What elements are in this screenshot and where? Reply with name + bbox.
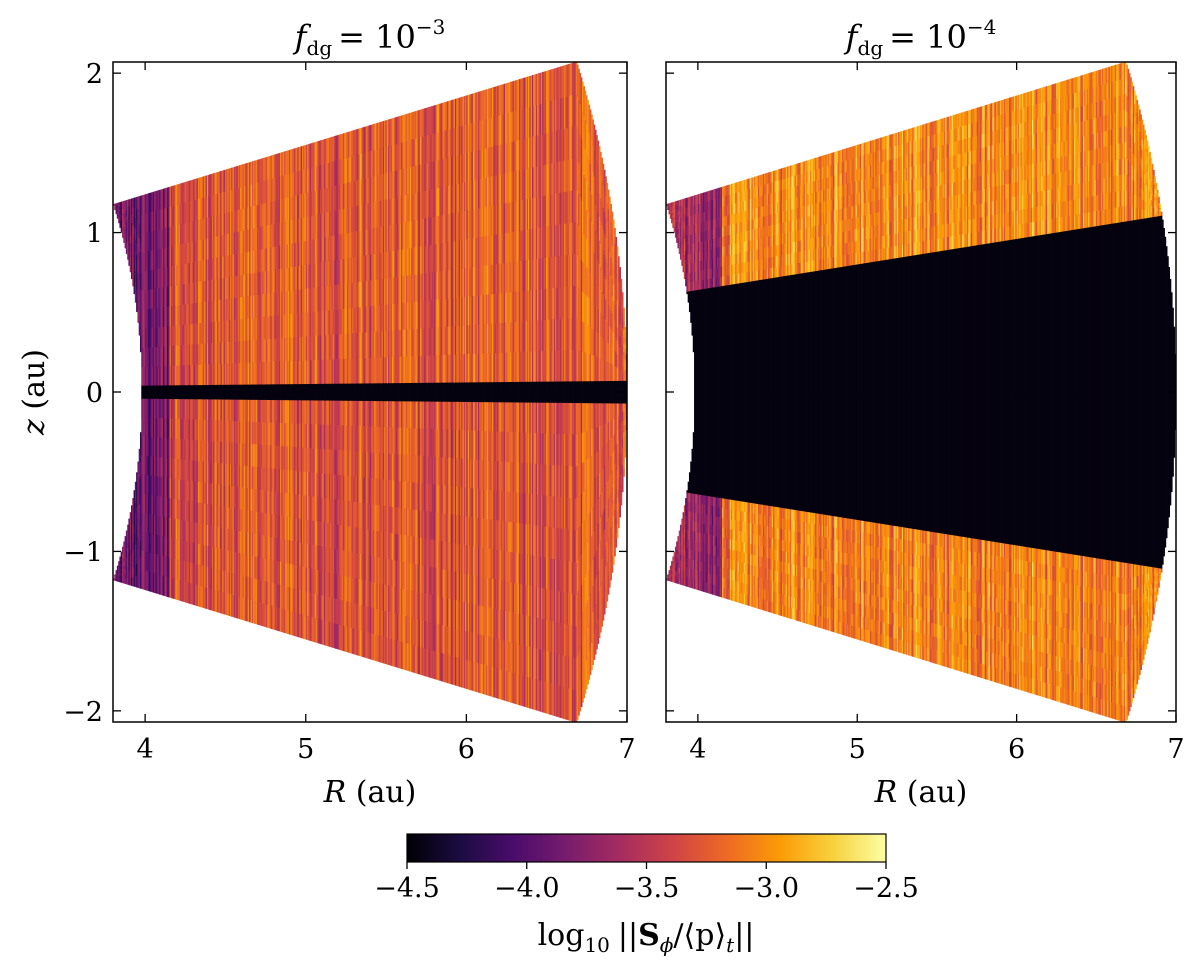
x-tick-label: 7 — [618, 734, 635, 765]
y-tick-label: −2 — [63, 697, 103, 728]
x-tick-label: 7 — [1167, 734, 1184, 765]
x-tick-label: 4 — [689, 734, 706, 765]
y-tick-label: 2 — [86, 59, 103, 90]
x-tick-label: 6 — [458, 734, 475, 765]
y-tick-label: −1 — [63, 537, 103, 568]
x-tick-label: 5 — [849, 734, 866, 765]
colorbar-tick-label: −3.0 — [733, 873, 799, 904]
colorbar-tick-label: −4.0 — [494, 873, 560, 904]
panel-left: 4 5 6 7 −2 −1 0 1 2 fdg = 10−3 R (au) z (au) — [17, 15, 636, 810]
x-tick-label: 6 — [1008, 734, 1025, 765]
y-tick-label: 0 — [86, 378, 103, 409]
y-ticks-right — [666, 72, 1176, 712]
colorbar: −4.5 −4.0 −3.5 −3.0 −2.5 log10 ||Sϕ/⟨p⟩t|| — [374, 833, 919, 957]
x-tick-label: 5 — [297, 734, 314, 765]
panel-title-left: fdg = 10−3 — [293, 15, 446, 60]
heatmap-right — [666, 62, 1176, 722]
panel-right: 4 5 6 7 fdg = 10−4 R (au) — [665, 15, 1185, 810]
colorbar-tick-label: −4.5 — [374, 873, 440, 904]
x-axis-label-right: R (au) — [874, 775, 968, 810]
x-tick-label: 4 — [137, 734, 154, 765]
heatmap-left — [113, 62, 627, 722]
x-ticks-left: 4 5 6 7 — [137, 62, 636, 765]
colorbar-label: log10 ||Sϕ/⟨p⟩t|| — [538, 918, 755, 957]
colorbar-tick-label: −2.5 — [853, 873, 919, 904]
x-ticks-right: 4 5 6 7 — [689, 62, 1185, 765]
y-ticks-left: −2 −1 0 1 2 — [63, 59, 627, 728]
colorbar-tick-label: −3.5 — [614, 873, 680, 904]
x-axis-label-left: R (au) — [323, 775, 417, 810]
y-tick-label: 1 — [86, 219, 103, 250]
colorbar-ticks: −4.5 −4.0 −3.5 −3.0 −2.5 — [374, 862, 919, 904]
y-axis-label: z (au) — [17, 349, 52, 436]
colorbar-gradient — [406, 833, 887, 863]
panel-title-right: fdg = 10−4 — [844, 15, 997, 60]
